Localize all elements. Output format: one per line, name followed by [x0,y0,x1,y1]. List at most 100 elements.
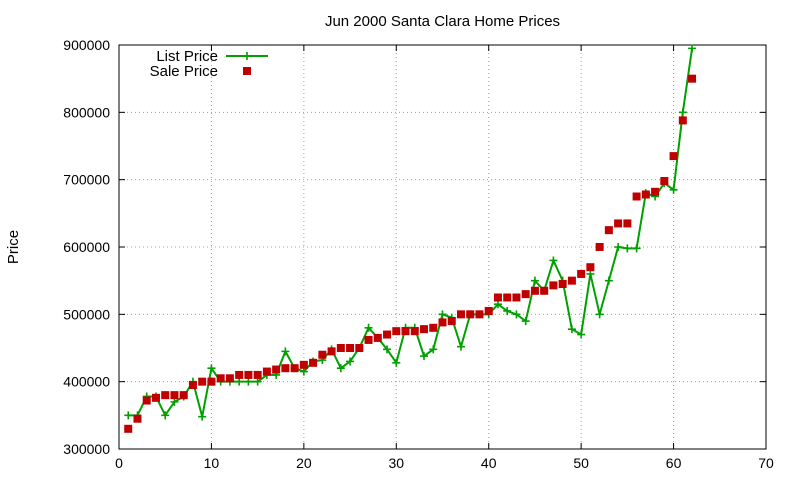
list-price-point [577,330,586,339]
sale-price-point [577,269,586,278]
sale-price-point [623,219,632,228]
sale-price-point [355,344,364,352]
sale-price-point [567,276,576,285]
list-price-point [595,310,604,319]
sale-price-point [262,367,271,376]
x-tick-label: 10 [204,455,220,471]
list-price-point [253,377,262,386]
legend-label-list-price: List Price [156,48,218,65]
sale-price-point [161,391,170,400]
sale-price-point [530,286,539,295]
sale-price-point [558,280,567,289]
list-price-point [281,347,290,356]
sale-price-point [521,290,530,299]
sale-price-point [346,344,355,352]
sale-price-point [244,370,253,379]
sale-price-point [669,152,678,161]
list-price-point [669,185,678,194]
list-price-point [512,310,521,319]
list-price-point [124,411,133,420]
sale-price-point [549,281,558,290]
legend: List Price Sale Price [150,48,268,80]
sale-price-point [198,377,207,386]
sale-price-point [493,293,502,302]
list-price-point [614,243,623,251]
list-price-point [567,325,576,334]
sale-price-point [410,327,419,336]
sale-price-point [124,424,133,433]
legend-swatch-sale-price [243,67,251,75]
sale-price-point [401,327,410,336]
sale-price-point [299,360,308,369]
ticks: 0 10 20 30 40 50 60 70 300000 400000 500000 600000 7… [63,37,774,471]
grid [119,45,766,449]
sale-price-point [678,116,687,125]
x-tick-label: 60 [666,455,682,471]
list-price-point [586,269,595,278]
list-price-point [688,44,697,53]
sale-price-point [142,396,151,405]
list-price-point [530,276,539,285]
x-tick-label: 0 [115,455,123,471]
sale-price-point [651,187,660,196]
y-tick-label: 900000 [63,37,110,53]
sale-price-point [447,317,456,326]
x-tick-label: 40 [481,455,497,471]
sale-price-point [688,74,697,83]
sale-price-point [309,358,318,367]
x-tick-label: 20 [296,455,312,471]
sale-price-point [281,364,290,373]
y-tick-label: 800000 [63,104,110,120]
sale-price-point [179,391,188,400]
sale-price-point [170,391,179,400]
sale-price-point [456,310,465,319]
sale-price-point [383,330,392,339]
y-tick-label: 300000 [63,441,110,457]
list-price-point [235,377,244,386]
sale-price-point [188,381,197,390]
sale-price-point [235,370,244,379]
sale-price-point [475,310,484,319]
list-price-point [392,358,401,367]
list-price-point [521,317,530,326]
plot-border [118,44,767,450]
chart-title: Jun 2000 Santa Clara Home Prices [325,13,560,30]
list-price-point [336,364,345,373]
sale-price-point [604,226,613,235]
list-price-point [549,256,558,265]
list-price-point [207,364,216,373]
list-price-point [438,310,447,319]
y-tick-label: 700000 [63,172,110,188]
sale-price-point [438,318,447,327]
sale-price-point [336,344,345,352]
sale-price-point [660,177,669,186]
sale-price-point [586,263,595,272]
sale-price-point [373,333,382,342]
list-price-point [623,244,632,253]
sale-price-point [503,293,512,302]
list-price-point [429,345,438,354]
y-tick-label: 600000 [63,239,110,255]
sale-price-point [641,190,650,199]
sale-price-point [429,323,438,332]
sale-price-point [540,286,549,295]
list-price-point [383,345,392,354]
x-tick-label: 70 [758,455,774,471]
sale-price-point [392,327,401,336]
list-price-point [493,300,502,309]
sale-price-point [216,374,225,383]
sale-price-point [632,192,641,201]
sale-price-point [207,377,216,386]
list-price-point [632,244,641,253]
sale-price-point [595,243,604,251]
sale-price-point [318,350,327,359]
sale-price-point [512,293,521,302]
sale-price-point [614,219,623,228]
sale-price-point [364,335,373,344]
sale-price-point [253,370,262,379]
sale-price-point [420,325,429,334]
series-layer [124,44,697,433]
sale-price-point [151,393,160,402]
list-price-point [678,108,687,117]
legend-label-sale-price: Sale Price [150,63,218,80]
